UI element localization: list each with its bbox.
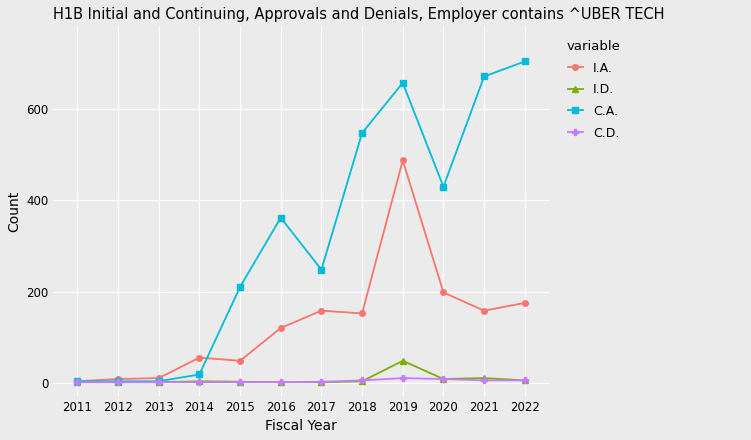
I.A. [154,375,163,381]
C.D. [317,379,326,385]
I.A. [357,311,366,316]
I.A. [520,300,529,305]
I.D. [398,358,407,363]
C.D. [195,380,204,385]
C.A. [439,184,448,189]
I.A. [73,379,82,384]
Y-axis label: Count: Count [7,191,21,232]
C.D. [73,380,82,385]
I.D. [195,379,204,384]
I.A. [317,308,326,313]
C.A. [236,284,245,290]
I.A. [195,355,204,360]
Line: I.D.: I.D. [74,358,527,385]
C.D. [276,380,285,385]
I.A. [113,376,122,381]
C.A. [398,80,407,85]
C.D. [357,378,366,383]
C.D. [520,378,529,383]
C.A. [195,372,204,377]
C.A. [113,379,122,384]
C.A. [276,215,285,220]
C.A. [357,130,366,136]
C.D. [113,380,122,385]
I.D. [236,379,245,385]
C.D. [480,378,489,383]
C.A. [317,267,326,272]
C.A. [154,379,163,384]
I.D. [520,378,529,383]
I.A. [439,290,448,295]
I.D. [480,375,489,381]
C.A. [520,59,529,64]
C.D. [154,380,163,385]
I.A. [398,158,407,163]
Line: I.A.: I.A. [74,158,527,384]
I.D. [357,379,366,384]
I.D. [113,380,122,385]
I.D. [154,380,163,385]
I.D. [276,380,285,385]
C.D. [398,375,407,381]
I.A. [480,308,489,313]
C.D. [236,380,245,385]
Text: H1B Initial and Continuing, Approvals and Denials, Employer contains ^UBER TECH: H1B Initial and Continuing, Approvals an… [53,7,665,22]
Line: C.D.: C.D. [74,375,527,385]
Line: C.A.: C.A. [74,59,527,384]
I.D. [439,376,448,381]
I.D. [73,380,82,385]
I.A. [276,325,285,330]
C.A. [480,74,489,79]
I.D. [317,380,326,385]
X-axis label: Fiscal Year: Fiscal Year [265,419,337,433]
I.A. [236,358,245,363]
C.A. [73,379,82,384]
C.D. [439,376,448,381]
Legend: I.A., I.D., C.A., C.D.: I.A., I.D., C.A., C.D. [560,33,627,146]
